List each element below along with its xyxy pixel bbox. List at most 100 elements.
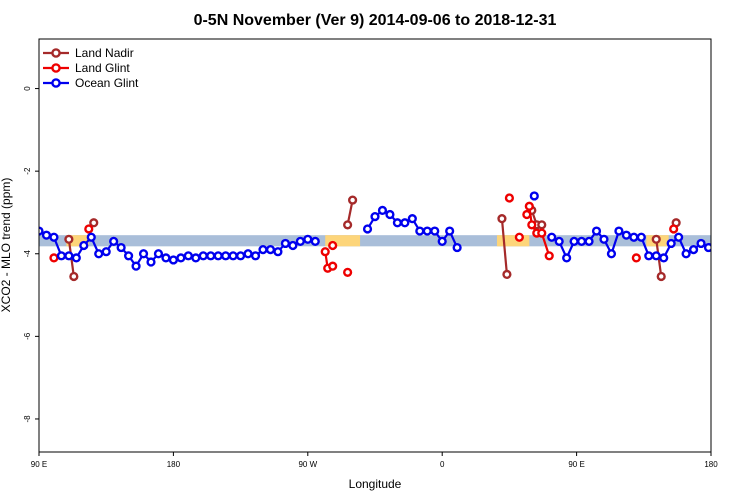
ocean-glint-point — [94, 249, 104, 259]
band-layer — [39, 235, 711, 247]
series-land-glint — [49, 193, 679, 277]
ocean-glint-point — [681, 249, 691, 259]
ocean-glint-point — [547, 232, 557, 242]
land-glint-point — [328, 240, 338, 251]
ocean-glint-point — [228, 251, 238, 261]
ocean-glint-point — [168, 255, 179, 265]
x-tick-label: 90 W — [298, 460, 317, 469]
land-nadir-point — [502, 269, 512, 280]
legend-item-ocean-glint: Ocean Glint — [43, 76, 139, 90]
ocean-glint-point — [392, 218, 403, 228]
y-tick-label: 0 — [23, 86, 32, 91]
land-glint-point — [524, 201, 534, 211]
ocean-glint-point — [584, 236, 594, 246]
ocean-glint-point — [703, 242, 711, 253]
ocean-glint-point — [659, 253, 669, 263]
x-tick-label: 180 — [167, 460, 181, 469]
land-glint-point — [522, 209, 532, 220]
ocean-glint-point — [39, 226, 44, 236]
land-band-2 — [325, 235, 361, 247]
ocean-glint-point — [529, 191, 539, 201]
ocean-glint-point — [644, 251, 654, 261]
ocean-glint-point — [71, 253, 81, 263]
y-tick-label: -2 — [23, 167, 32, 175]
land-nadir-point — [537, 220, 547, 230]
ocean-glint-point — [606, 249, 617, 259]
x-axis: 90 E 180 90 W 0 90 E 180 — [31, 452, 718, 469]
ocean-glint-point — [666, 238, 676, 249]
land-nadir-point — [656, 271, 666, 282]
ocean-glint-point — [288, 240, 298, 251]
legend-item-land-nadir: Land Nadir — [43, 46, 134, 60]
land-band-1 — [66, 235, 89, 247]
ocean-glint-point — [124, 251, 134, 261]
ocean-glint-point — [295, 236, 305, 246]
y-tick-label: -4 — [23, 250, 32, 258]
plot-frame — [38, 38, 712, 453]
ocean-glint-point — [370, 211, 380, 222]
land-glint-point — [504, 193, 515, 203]
ocean-glint-point — [437, 236, 447, 246]
ocean-glint-point — [131, 261, 141, 271]
ocean-glint-point — [191, 253, 201, 263]
ocean-glint-point — [101, 247, 111, 257]
ocean-glint-point — [377, 205, 388, 215]
legend-label: Land Nadir — [75, 46, 134, 60]
x-tick-label: 0 — [440, 460, 445, 469]
series-layer — [39, 191, 749, 282]
ocean-glint-point — [651, 251, 661, 261]
ocean-glint-point — [621, 230, 631, 240]
ocean-glint-point — [674, 232, 684, 242]
ocean-glint-point — [728, 254, 735, 261]
land-nadir-point — [497, 214, 507, 224]
x-axis-label: Longitude — [349, 477, 402, 491]
land-glint-point — [527, 220, 537, 230]
ocean-glint-point — [599, 234, 609, 244]
ocean-glint-point — [236, 251, 246, 261]
ocean-glint-point — [735, 259, 742, 266]
ocean-glint-point — [303, 234, 313, 244]
ocean-glint-point — [452, 242, 462, 253]
ocean-glint-point — [713, 252, 720, 259]
ocean-glint-point — [86, 232, 96, 242]
ocean-band — [39, 235, 711, 247]
x-tick-label: 90 E — [31, 460, 47, 469]
land-glint-point — [320, 247, 330, 257]
land-nadir-point — [89, 218, 99, 228]
ocean-glint-point — [146, 257, 156, 267]
ocean-glint-point — [310, 236, 320, 246]
y-axis-label: XCO2 - MLO trend (ppm) — [0, 178, 13, 313]
ocean-glint-point — [64, 251, 74, 261]
land-nadir-point — [343, 220, 353, 230]
legend-swatch-marker — [51, 78, 61, 88]
legend-swatch-marker — [51, 63, 61, 73]
land-nadir-line-3 — [500, 218, 509, 275]
ocean-glint-point — [569, 236, 579, 246]
land-nadir-point — [64, 234, 74, 244]
ocean-glint-point — [400, 218, 410, 228]
ocean-glint-point — [430, 226, 440, 236]
ocean-glint-point — [742, 252, 749, 259]
ocean-glint-point — [273, 247, 283, 257]
ocean-glint-point — [41, 230, 52, 240]
land-glint-point — [514, 232, 524, 242]
ocean-glint-point — [362, 224, 373, 234]
ocean-glint-point — [206, 251, 216, 261]
ocean-glint-point — [422, 226, 432, 236]
y-tick-label: -8 — [23, 415, 32, 423]
land-band-3 — [496, 235, 530, 247]
ocean-glint-point — [213, 251, 223, 261]
land-glint-point — [544, 251, 554, 261]
ocean-glint-point — [250, 251, 261, 261]
x-tick-label: 90 E — [568, 460, 584, 469]
land-glint-point — [49, 253, 59, 263]
legend-item-land-glint: Land Glint — [43, 61, 130, 75]
ocean-glint-point — [138, 249, 149, 259]
ocean-glint-point — [636, 232, 646, 242]
ocean-glint-point — [720, 263, 727, 270]
ocean-glint-point — [562, 253, 572, 263]
land-glint-point — [343, 267, 353, 277]
ocean-glint-point — [116, 242, 126, 253]
